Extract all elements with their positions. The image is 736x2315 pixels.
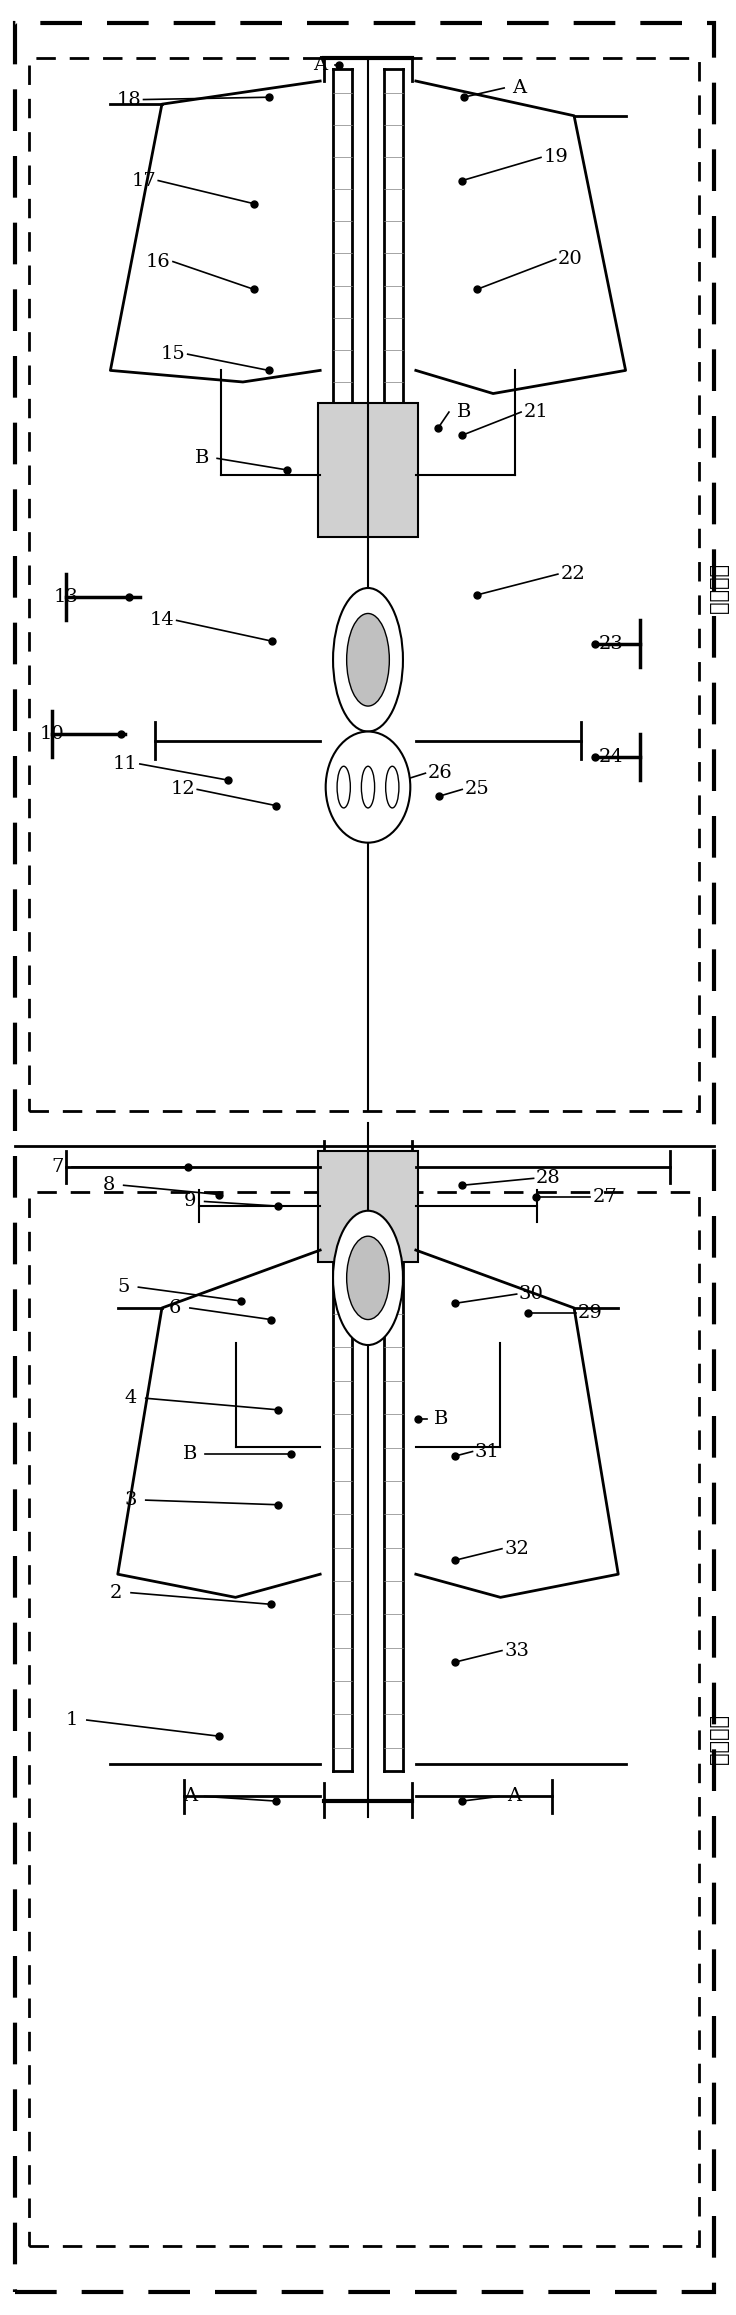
Text: 13: 13 <box>54 588 79 607</box>
FancyBboxPatch shape <box>318 403 418 537</box>
Ellipse shape <box>325 732 411 843</box>
Text: 1: 1 <box>66 1711 78 1729</box>
Text: A: A <box>512 79 526 97</box>
Text: 3: 3 <box>125 1491 137 1509</box>
Text: 33: 33 <box>504 1641 529 1660</box>
Circle shape <box>337 766 350 808</box>
Text: 8: 8 <box>103 1176 115 1195</box>
Text: 21: 21 <box>523 403 548 421</box>
Text: 22: 22 <box>560 565 585 583</box>
Text: 24: 24 <box>598 748 623 766</box>
Text: B: B <box>195 449 210 468</box>
Text: 25: 25 <box>464 780 489 799</box>
Text: 29: 29 <box>578 1303 603 1322</box>
Text: 10: 10 <box>39 725 64 743</box>
Ellipse shape <box>347 1236 389 1320</box>
Text: B: B <box>456 403 471 421</box>
Text: A: A <box>183 1787 197 1806</box>
Text: 31: 31 <box>475 1442 500 1461</box>
Ellipse shape <box>333 1211 403 1345</box>
Text: 16: 16 <box>146 252 171 271</box>
Ellipse shape <box>347 613 389 706</box>
Text: 6: 6 <box>169 1299 181 1317</box>
Text: 2: 2 <box>110 1583 122 1602</box>
Text: 30: 30 <box>519 1285 544 1303</box>
Text: 12: 12 <box>170 780 195 799</box>
Text: A: A <box>313 56 328 74</box>
Text: 5: 5 <box>118 1278 130 1296</box>
Text: A: A <box>506 1787 521 1806</box>
Text: 23: 23 <box>598 634 623 653</box>
Text: 15: 15 <box>160 345 185 363</box>
Text: B: B <box>183 1445 197 1463</box>
Circle shape <box>361 766 375 808</box>
Text: 9: 9 <box>184 1192 196 1211</box>
Ellipse shape <box>333 588 403 732</box>
Circle shape <box>386 766 399 808</box>
Text: 19: 19 <box>543 148 568 167</box>
Text: 11: 11 <box>113 755 138 773</box>
Text: 26: 26 <box>428 764 453 782</box>
Text: B: B <box>434 1410 449 1428</box>
Text: 20: 20 <box>558 250 583 269</box>
Text: 第二关节: 第二关节 <box>707 565 728 616</box>
Text: 14: 14 <box>149 611 174 630</box>
Text: 32: 32 <box>504 1539 529 1558</box>
Text: 27: 27 <box>592 1188 618 1206</box>
Text: 4: 4 <box>125 1389 137 1408</box>
Text: 第一关节: 第一关节 <box>707 1715 728 1766</box>
Text: 7: 7 <box>52 1158 63 1176</box>
Text: 28: 28 <box>536 1169 561 1188</box>
Text: 18: 18 <box>116 90 141 109</box>
Text: 17: 17 <box>131 171 156 190</box>
FancyBboxPatch shape <box>318 1151 418 1262</box>
